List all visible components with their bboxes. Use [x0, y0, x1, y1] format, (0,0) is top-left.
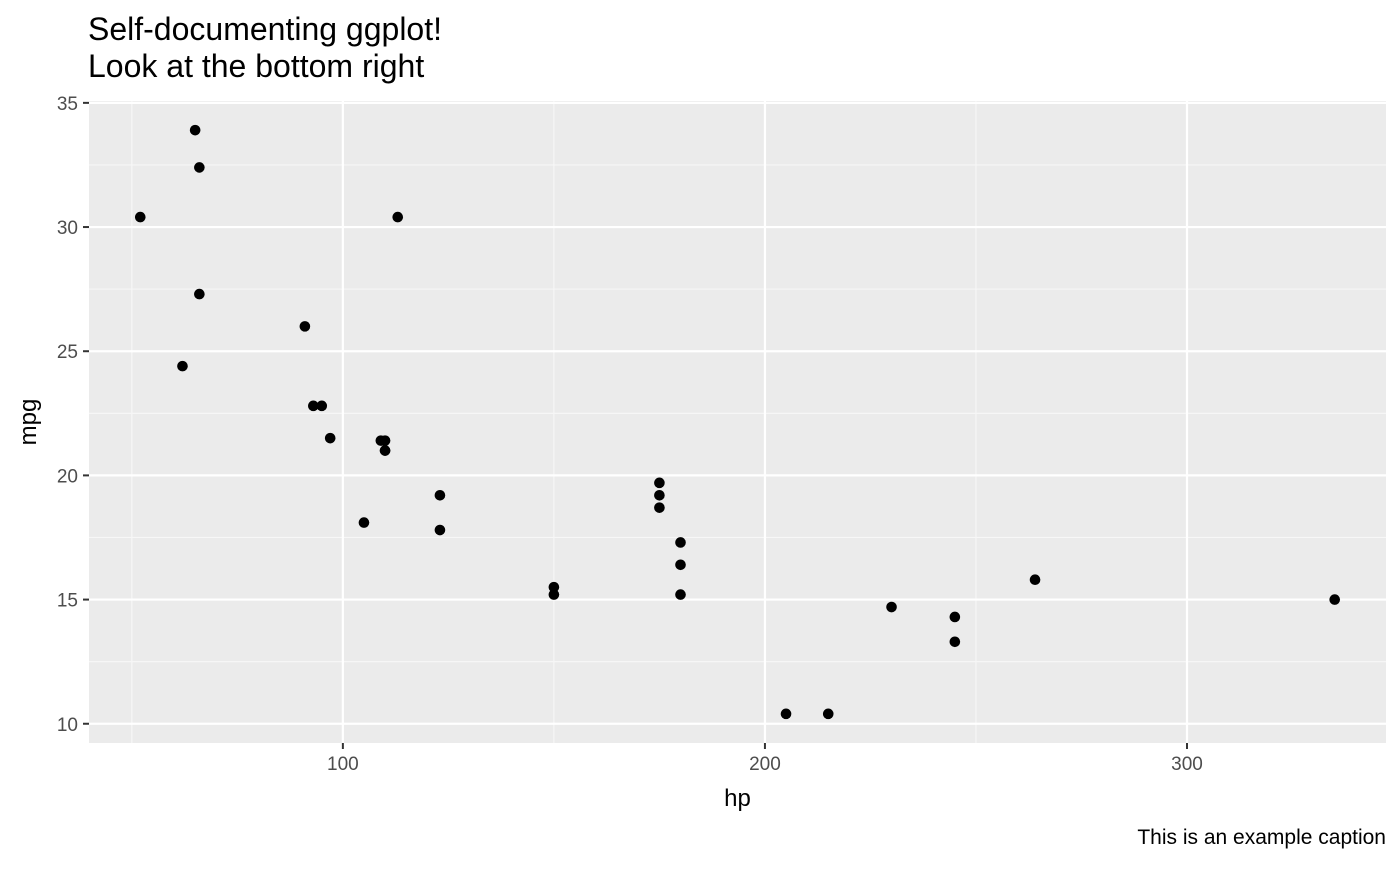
minor-gridlines	[89, 101, 1386, 743]
data-points	[134, 124, 1341, 720]
data-point	[194, 288, 205, 300]
y-tick-label: 35	[57, 94, 78, 115]
plot-panel	[89, 101, 1386, 743]
data-point	[886, 601, 897, 613]
data-point	[134, 211, 146, 223]
y-tick-label: 15	[57, 591, 78, 612]
chart-caption: This is an example caption	[1137, 826, 1386, 849]
data-point	[324, 432, 336, 444]
data-point	[548, 589, 560, 600]
x-tick-label: 100	[327, 754, 359, 775]
data-point	[949, 611, 961, 623]
data-point	[780, 708, 792, 720]
major-gridlines	[89, 101, 1386, 743]
chart-title: Self-documenting ggplot!	[88, 11, 442, 47]
data-point	[654, 489, 665, 501]
x-tick-label: 200	[749, 754, 781, 775]
data-point	[1029, 574, 1041, 586]
data-point	[654, 502, 665, 513]
y-tick-label: 10	[57, 715, 78, 736]
y-axis-title: mpg	[15, 399, 42, 446]
data-point	[949, 636, 961, 648]
data-point	[1329, 594, 1341, 605]
data-point	[177, 360, 188, 372]
data-point	[189, 124, 201, 136]
data-point	[316, 400, 328, 412]
x-axis-title: hp	[724, 785, 751, 812]
data-point	[675, 559, 686, 571]
data-point	[822, 708, 834, 720]
data-point	[308, 400, 319, 412]
data-point	[194, 162, 205, 173]
data-point	[434, 524, 446, 536]
data-point	[299, 321, 311, 332]
data-point	[375, 435, 387, 446]
data-point	[379, 445, 391, 456]
data-point	[392, 211, 404, 223]
data-point	[548, 581, 560, 593]
data-point	[654, 477, 665, 489]
chart-subtitle: Look at the bottom right	[88, 48, 424, 84]
x-tick-label: 300	[1171, 754, 1203, 775]
data-point	[675, 537, 686, 548]
y-axis: 10 15 20 25 30 35	[57, 94, 89, 736]
x-axis: 100 200 300	[327, 743, 1203, 775]
data-point	[358, 517, 370, 528]
y-tick-label: 30	[57, 218, 78, 239]
y-tick-label: 20	[57, 466, 78, 487]
data-point	[434, 489, 446, 501]
data-point	[675, 589, 686, 600]
y-tick-label: 25	[57, 342, 78, 363]
